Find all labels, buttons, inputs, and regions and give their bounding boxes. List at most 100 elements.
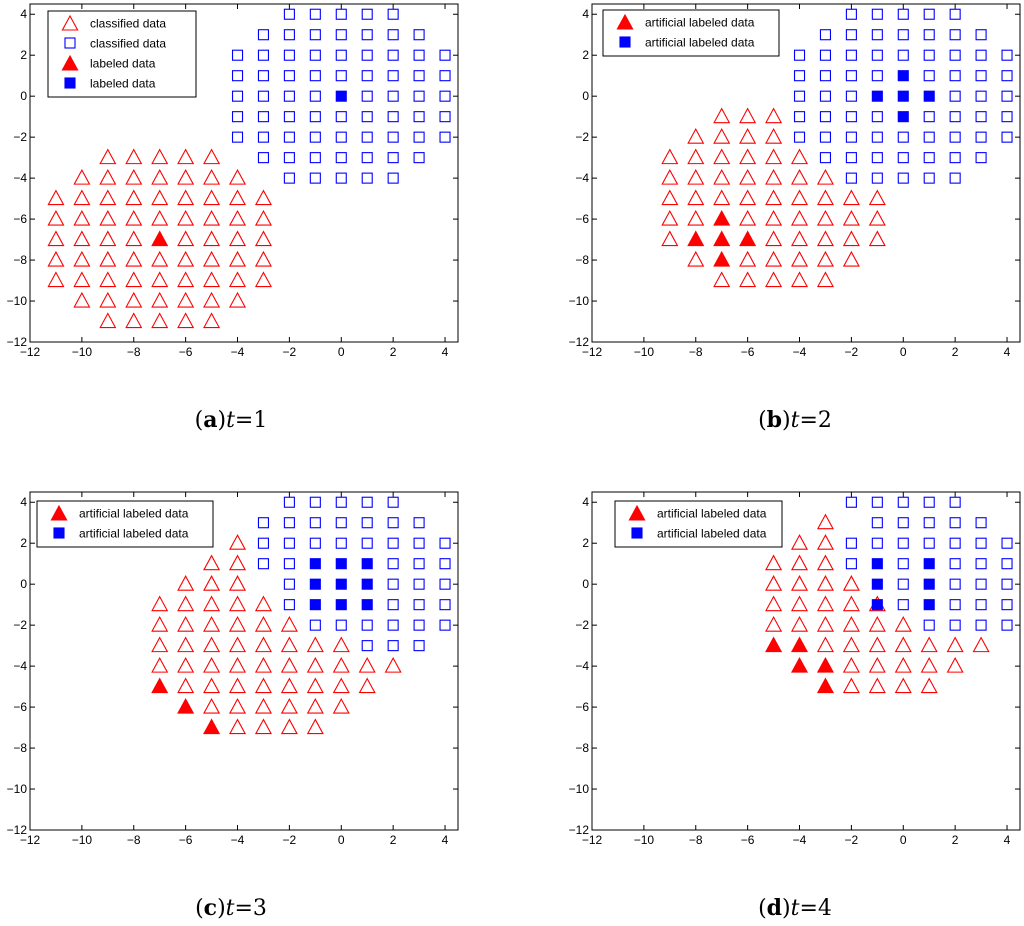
open-triangle-point [151,291,169,308]
chart-panel-b: −12 −10 −8 −6 −4 −2 0 2 4 −12 −10 −8 −6 −4 −2 0 2 4 artifi… [569,3,1021,359]
x-tick-label: −10 [72,345,93,359]
open-triangle-point [254,636,272,653]
open-square-point [257,131,270,143]
open-square-point [283,578,295,590]
open-triangle-point [228,615,247,632]
open-square-point [819,111,832,123]
open-triangle-point [254,595,272,612]
open-triangle-point [99,168,117,185]
open-triangle-point [790,575,809,591]
legend-triangle-icon [616,13,634,30]
legend-square-icon [64,37,76,49]
open-triangle-point [73,209,91,226]
open-square-point [975,49,987,61]
open-square-point [309,8,321,20]
open-triangle-point [868,636,886,653]
legend-triangle-icon [61,54,79,71]
open-triangle-point [228,534,247,550]
open-square-point [257,517,270,529]
y-tick-label: −10 [569,294,590,308]
y-tick-label: 0 [582,577,589,591]
open-square-point [975,537,987,549]
caption-value: =1 [234,408,268,433]
open-triangle-point [280,718,298,735]
open-square-point [335,131,347,143]
open-triangle-point [816,575,834,591]
filled-square-point [871,599,883,611]
open-square-point [923,70,935,82]
y-tick-label: 4 [582,495,589,509]
filled-triangle-point [790,656,809,673]
open-triangle-point [842,677,860,694]
open-square-point [871,111,883,123]
open-square-point [361,90,373,102]
open-square-point [283,599,295,611]
open-square-point [871,152,883,164]
open-triangle-point [842,636,860,653]
y-tick-label: −12 [7,335,28,349]
open-square-point [439,558,451,570]
legend-label: artificial labeled data [657,527,767,541]
open-triangle-point [842,209,860,226]
open-triangle-point [203,595,221,612]
open-triangle-point [765,107,783,124]
filled-triangle-point [816,677,834,694]
open-square-point [871,496,883,508]
filled-triangle-point [739,230,757,247]
x-tick-label: 0 [900,833,907,847]
open-square-point [335,152,347,164]
open-triangle-point [203,312,221,329]
open-square-point [309,537,321,549]
open-triangle-point [254,209,272,226]
open-triangle-point [765,575,783,591]
open-square-point [923,496,935,508]
caption-value: =3 [234,896,267,921]
y-tick-label: −10 [569,782,590,796]
open-triangle-point [228,209,247,226]
open-square-point [871,29,883,41]
open-square-point [361,619,373,631]
open-square-point [949,111,961,123]
open-square-point [309,517,321,529]
open-square-point [335,517,347,529]
caption-letter: a [203,407,218,433]
open-square-point [257,558,270,570]
open-square-point [413,90,425,102]
open-triangle-point [868,656,886,673]
open-triangle-point [306,656,324,673]
open-triangle-point [765,595,783,612]
x-tick-label: −8 [127,833,141,847]
open-triangle-point [894,656,912,673]
open-square-point [819,90,832,102]
open-square-point [361,131,373,143]
caption-letter: b [766,407,783,433]
open-triangle-point [765,271,783,288]
legend-label: artificial labeled data [657,507,767,521]
open-triangle-point [816,534,834,550]
x-tick-label: 4 [442,833,449,847]
x-tick-label: 2 [390,833,397,847]
legend-triangle-icon [50,504,68,521]
open-square-point [387,111,399,123]
legend-square-icon [631,527,643,539]
open-square-point [793,70,806,82]
open-triangle-point [868,209,886,226]
y-tick-label: 4 [582,7,589,21]
open-square-point [1001,49,1013,61]
open-square-point [335,49,347,61]
open-square-point [231,90,244,102]
x-tick-label: 4 [1004,345,1011,359]
open-square-point [387,496,399,508]
open-triangle-point [203,697,221,714]
open-square-point [413,70,425,82]
filled-triangle-point [713,230,731,247]
open-triangle-point [228,718,247,735]
open-triangle-point [99,230,117,247]
open-triangle-point [228,656,247,673]
open-square-point [413,640,425,652]
open-square-point [387,640,399,652]
open-triangle-point [254,656,272,673]
open-square-point [387,578,399,590]
y-tick-label: −2 [575,130,589,144]
